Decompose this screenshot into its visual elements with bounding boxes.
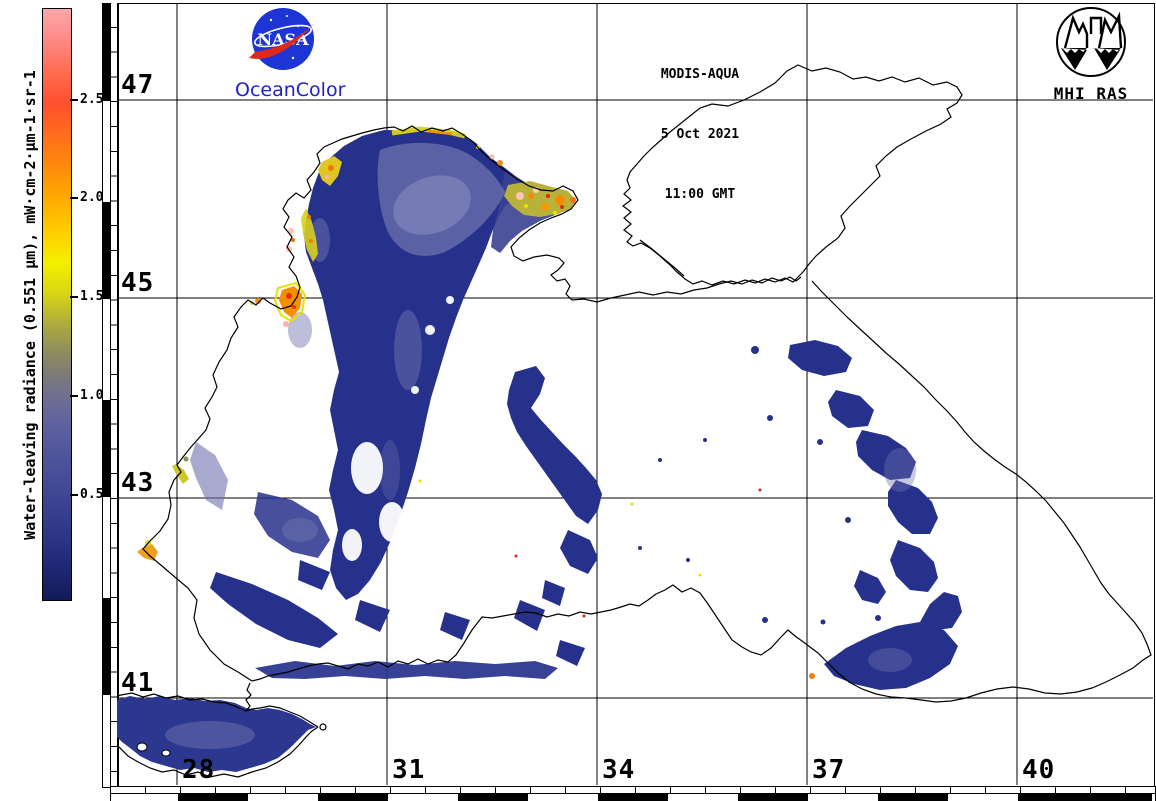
acquisition-date: 5 Oct 2021 <box>660 127 740 142</box>
colorbar-tick <box>70 494 78 496</box>
colorbar-tick-label: 0.5 <box>80 487 104 502</box>
nasa-oceancolor-branding: NASA OceanColor <box>235 6 346 101</box>
sensor-name: MODIS-AQUA <box>660 67 740 82</box>
nasa-logo-text: NASA <box>257 30 309 49</box>
colorbar-tick-label: 2.5 <box>80 92 104 107</box>
acquisition-time: 11:00 GMT <box>664 187 736 202</box>
coastline <box>117 64 1152 778</box>
mhi-ras-logo-icon <box>1056 7 1126 77</box>
lat-label-47: 47 <box>121 70 155 100</box>
longitude-degree-bar <box>110 793 1156 801</box>
colorbar-tick <box>70 197 78 199</box>
mhi-ras-caption: MHI RAS <box>1053 84 1129 103</box>
mhi-ras-branding: MHI RAS <box>1043 4 1139 103</box>
black-sea-map <box>117 3 1153 785</box>
latitude-tick-column <box>110 3 119 786</box>
lon-label-37: 37 <box>812 755 846 785</box>
colorbar-tick <box>70 99 78 101</box>
lat-label-41: 41 <box>121 668 155 698</box>
colorbar-tick <box>70 296 78 298</box>
lon-label-28: 28 <box>182 755 216 785</box>
lon-label-40: 40 <box>1022 755 1056 785</box>
lat-label-45: 45 <box>121 268 155 298</box>
colorbar-gradient <box>42 8 72 601</box>
lon-label-31: 31 <box>392 755 426 785</box>
lat-label-43: 43 <box>121 468 155 498</box>
pixel-speckles <box>418 438 762 618</box>
map-frame <box>117 3 1155 787</box>
acquisition-info: MODIS-AQUA 5 Oct 2021 11:00 GMT <box>620 25 780 245</box>
nasa-logo-icon: NASA <box>249 8 315 70</box>
lon-label-34: 34 <box>602 755 636 785</box>
colorbar-tick-label: 2.0 <box>80 190 104 205</box>
oceancolor-caption: OceanColor <box>235 79 346 101</box>
colorbar-tick <box>70 395 78 397</box>
colorbar-tick-label: 1.0 <box>80 388 104 403</box>
high-radiance-fringes <box>137 126 576 561</box>
colorbar-tick-label: 1.5 <box>80 289 104 304</box>
